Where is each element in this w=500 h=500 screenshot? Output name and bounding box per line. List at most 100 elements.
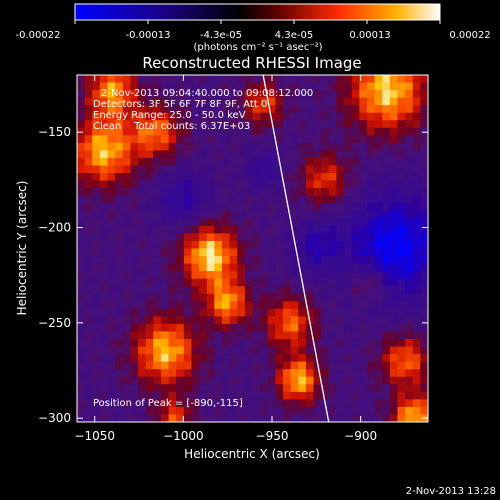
heatmap-cell [107, 248, 116, 257]
heatmap-cell [191, 339, 200, 347]
heatmap-cell [138, 346, 147, 355]
heatmap-cell [290, 361, 299, 370]
heatmap-cell [321, 301, 330, 310]
heatmap-cell [328, 301, 337, 310]
heatmap-cell [412, 225, 421, 234]
heatmap-cell [199, 376, 208, 385]
heatmap-cell [366, 105, 375, 114]
heatmap-cell [221, 316, 231, 325]
heatmap-cell [92, 165, 101, 174]
heatmap-cell [77, 240, 86, 249]
heatmap-cell [199, 301, 208, 310]
heatmap-cell [153, 391, 162, 400]
heatmap-cell [84, 218, 93, 227]
heatmap-cell [305, 188, 314, 197]
heatmap-cell [199, 391, 208, 400]
heatmap-cell [221, 271, 231, 280]
heatmap-cell [267, 210, 276, 219]
heatmap-cell [260, 150, 269, 159]
heatmap-cell [221, 263, 231, 272]
heatmap-cell [84, 376, 93, 385]
heatmap-cell [199, 90, 208, 99]
heatmap-cell [290, 75, 299, 83]
heatmap-cell [237, 248, 246, 257]
heatmap-cell [138, 180, 147, 189]
heatmap-cell [138, 173, 147, 182]
heatmap-cell [344, 157, 353, 166]
heatmap-cell [206, 384, 215, 393]
heatmap-cell [145, 203, 154, 212]
heatmap-cell [260, 316, 269, 325]
heatmap-cell [77, 90, 86, 99]
heatmap-cell [229, 263, 238, 272]
heatmap-cell [267, 248, 276, 257]
heatmap-cell [283, 165, 292, 174]
heatmap-cell [84, 286, 93, 295]
heatmap-cell [290, 346, 299, 355]
heatmap-cell [359, 127, 368, 136]
heatmap-cell [145, 256, 154, 264]
heatmap-cell [405, 225, 414, 234]
heatmap-cell [374, 218, 383, 227]
heatmap-cell [153, 82, 162, 91]
heatmap-cell [397, 323, 406, 332]
heatmap-cell [206, 406, 215, 415]
heatmap-cell [260, 369, 269, 378]
heatmap-cell [138, 369, 147, 378]
heatmap-cell [145, 90, 154, 99]
heatmap-cell [336, 256, 345, 264]
heatmap-cell [145, 301, 154, 310]
heatmap-cell [244, 135, 253, 144]
heatmap-cell [176, 203, 185, 212]
heatmap-cell [344, 256, 353, 264]
heatmap-cell [397, 308, 406, 317]
heatmap-cell [130, 278, 139, 287]
heatmap-cell [107, 308, 116, 317]
heatmap-cell [214, 399, 223, 408]
heatmap-cell [252, 278, 261, 287]
heatmap-cell [176, 173, 185, 182]
heatmap-cell [168, 248, 177, 257]
heatmap-cell [115, 225, 124, 234]
heatmap-cell [206, 157, 215, 166]
heatmap-cell [176, 414, 185, 422]
heatmap-cell [412, 331, 421, 340]
annotation-energy-range: Energy Range: 25.0 - 50.0 keV [93, 110, 246, 121]
heatmap-cell [420, 248, 428, 257]
heatmap-cell [115, 308, 124, 317]
heatmap-cell [160, 316, 169, 325]
heatmap-cell [244, 354, 253, 363]
heatmap-cell [107, 150, 116, 159]
heatmap-cell [130, 308, 139, 317]
heatmap-cell [298, 376, 307, 385]
heatmap-cell [412, 271, 421, 280]
heatmap-cell [206, 233, 215, 242]
heatmap-cell [359, 105, 368, 114]
heatmap-cell [244, 339, 253, 347]
heatmap-cell [313, 112, 322, 121]
heatmap-cell [92, 323, 101, 332]
heatmap-cell [130, 369, 139, 378]
heatmap-cell [107, 82, 116, 91]
heatmap-cell [321, 369, 330, 378]
heatmap-cell [214, 323, 223, 332]
heatmap-cell [283, 157, 292, 166]
heatmap-cell [313, 127, 322, 136]
heatmap-cell [191, 210, 200, 219]
heatmap-cell [397, 165, 406, 174]
heatmap-cell [359, 112, 368, 121]
heatmap-cell [275, 263, 284, 272]
heatmap-cell [298, 142, 307, 151]
heatmap-cell [84, 278, 93, 287]
heatmap-cell [412, 391, 421, 400]
heatmap-cell [107, 391, 116, 400]
heatmap-cell [313, 323, 322, 332]
heatmap-cell [229, 225, 238, 234]
heatmap-cell [389, 263, 398, 272]
heatmap-cell [359, 354, 368, 363]
colorbar-tick-label-1: -0.00013 [126, 30, 171, 41]
heatmap-cell [321, 105, 330, 114]
heatmap-cell [214, 188, 223, 197]
heatmap-cell [244, 195, 253, 204]
heatmap-cell [397, 105, 406, 114]
